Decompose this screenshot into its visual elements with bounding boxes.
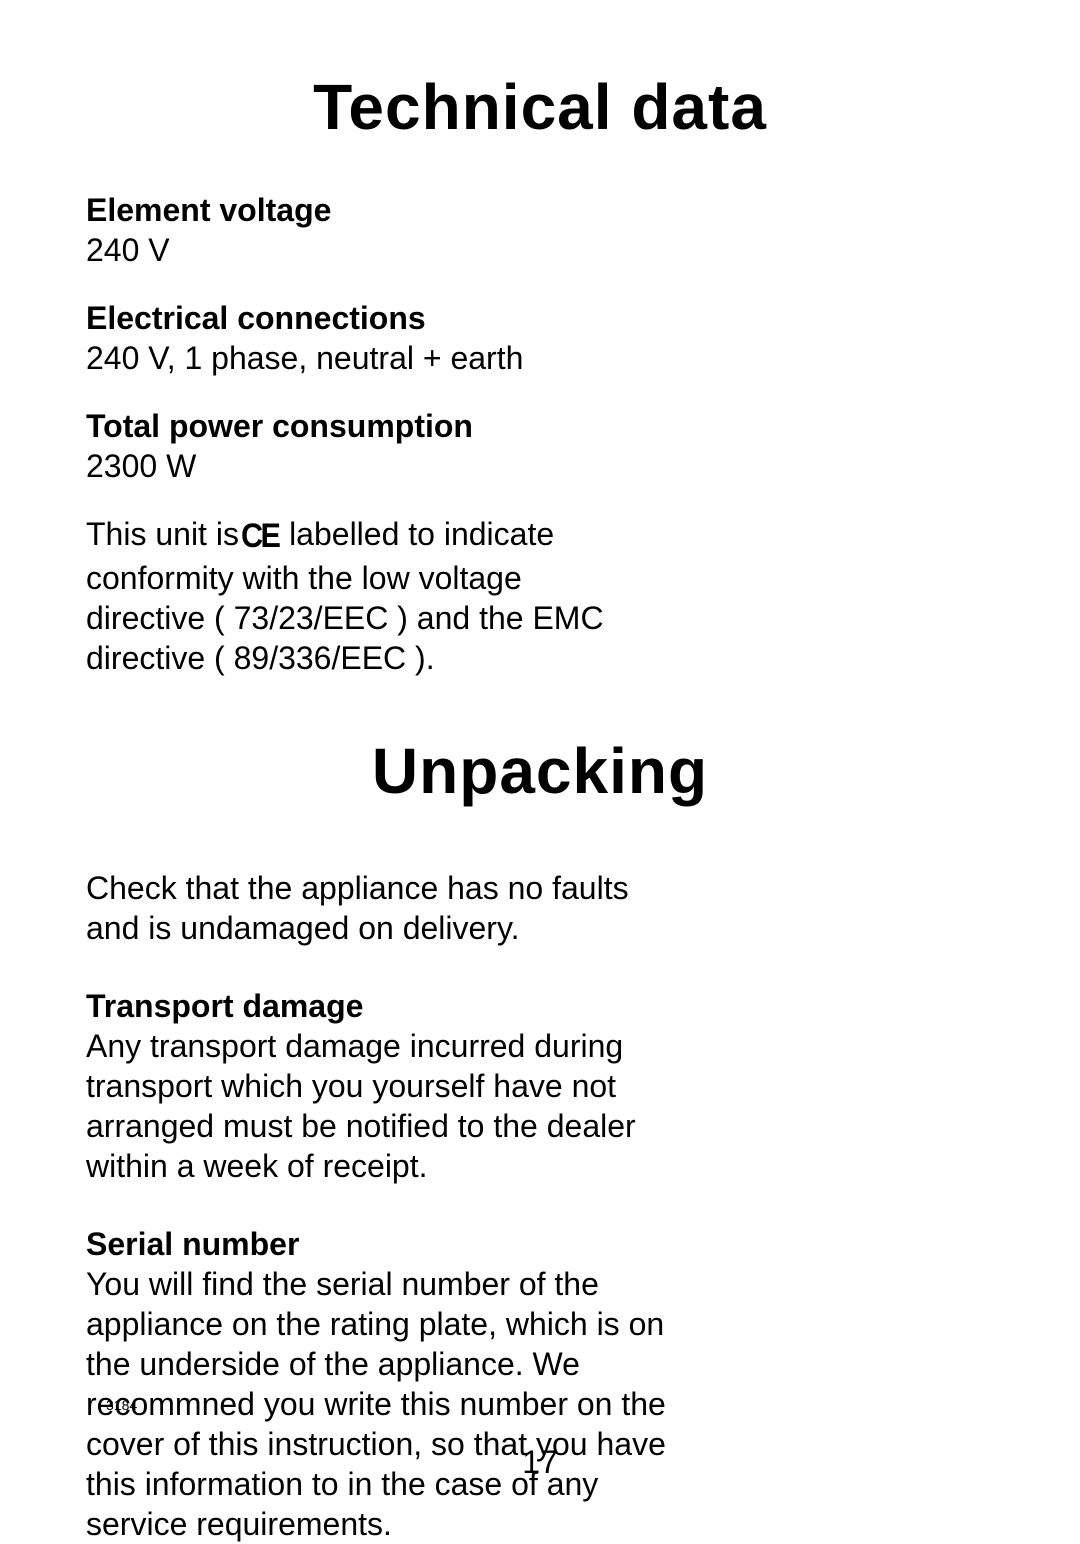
value-total-power: 2300 W xyxy=(86,446,686,486)
ce-conformity-paragraph: This unit isCE labelled to indicate conf… xyxy=(86,514,646,678)
text-serial-number: You will find the serial number of the a… xyxy=(86,1264,676,1544)
value-electrical-connections: 240 V, 1 phase, neutral + earth xyxy=(86,338,686,378)
value-element-voltage: 240 V xyxy=(86,230,686,270)
unpacking-section: Check that the appliance has no faults a… xyxy=(86,868,686,1544)
ce-mark-icon: CE xyxy=(241,515,278,558)
ce-text-pre: This unit is xyxy=(86,516,239,552)
title-unpacking: Unpacking xyxy=(86,734,994,808)
page-number: 17 xyxy=(0,1444,1080,1481)
unpacking-intro: Check that the appliance has no faults a… xyxy=(86,868,676,948)
heading-total-power: Total power consumption xyxy=(86,406,686,446)
small-code: 3184 xyxy=(106,1397,137,1413)
title-technical-data: Technical data xyxy=(86,70,994,144)
heading-electrical-connections: Electrical connections xyxy=(86,298,686,338)
heading-transport-damage: Transport damage xyxy=(86,986,686,1026)
document-page: Technical data Element voltage 240 V Ele… xyxy=(0,0,1080,1529)
technical-data-section: Element voltage 240 V Electrical connect… xyxy=(86,190,686,678)
text-transport-damage: Any transport damage incurred during tra… xyxy=(86,1026,676,1186)
heading-serial-number: Serial number xyxy=(86,1224,686,1264)
heading-element-voltage: Element voltage xyxy=(86,190,686,230)
